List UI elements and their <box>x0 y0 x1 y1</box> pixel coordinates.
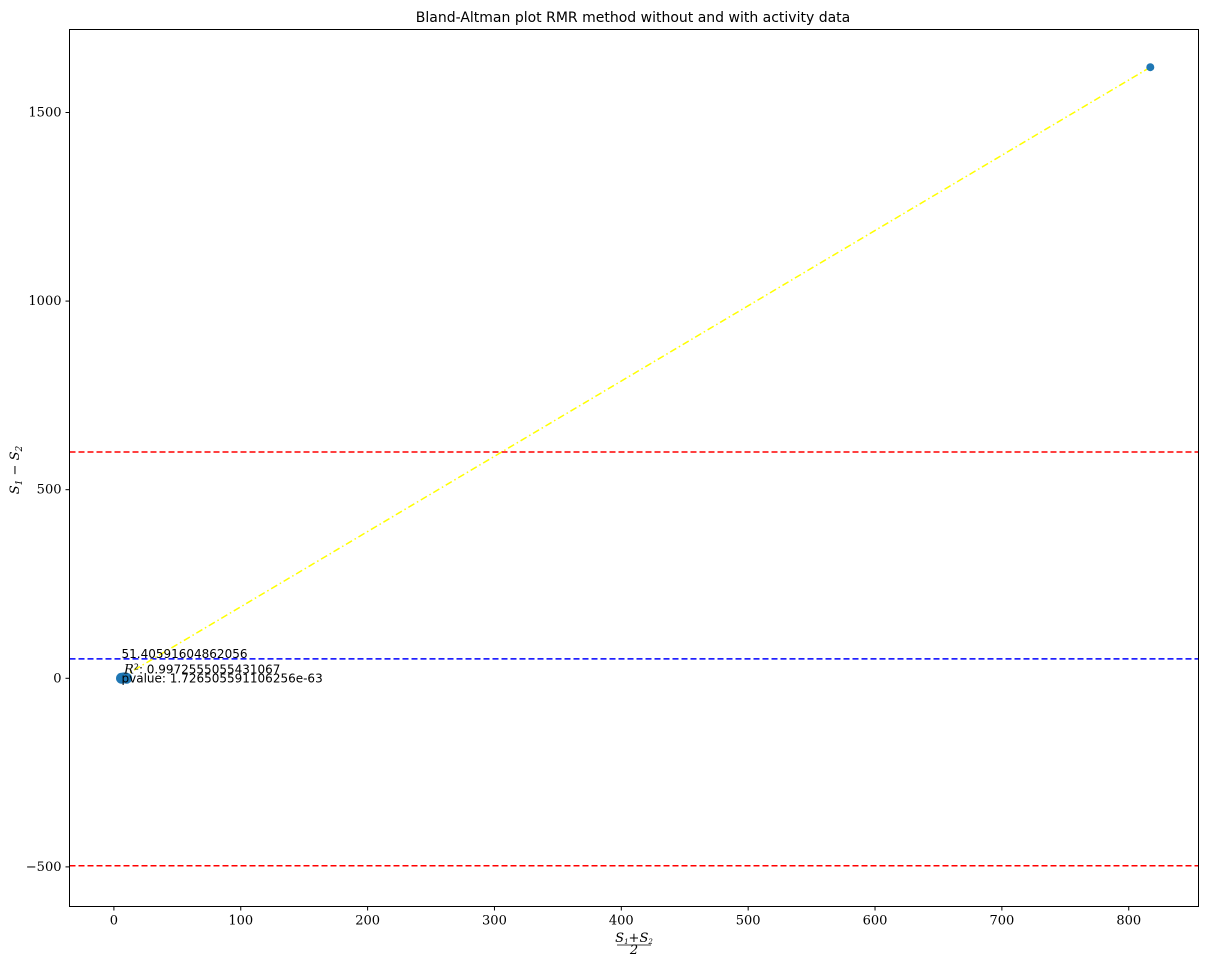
y-tick-label: 0 <box>53 671 61 686</box>
pvalue-annotation: pvalue: 1.726505591106256e-63 <box>122 671 323 685</box>
x-tick-label: 200 <box>355 914 380 929</box>
data-point-3 <box>1146 63 1155 72</box>
data-points <box>116 63 1155 684</box>
reference-lines <box>69 66 1199 867</box>
chart-title: Bland-Altman plot RMR method without and… <box>416 10 850 26</box>
y-axis-label: S1 − S2 <box>8 446 25 495</box>
x-tick-label: 500 <box>736 914 761 929</box>
svg-text:2: 2 <box>629 943 638 958</box>
x-axis-ticks: 0 100 200 300 400 500 600 700 800 <box>110 906 1141 929</box>
x-tick-label: 0 <box>110 914 118 929</box>
x-axis-label: S1+S2 2 <box>615 931 653 958</box>
y-axis-ticks: −500 0 500 1000 1500 <box>26 105 70 875</box>
plot-frame <box>69 29 1199 907</box>
y-tick-label: −500 <box>26 860 62 875</box>
x-tick-label: 300 <box>482 914 507 929</box>
x-tick-label: 100 <box>228 914 253 929</box>
x-tick-label: 700 <box>989 914 1014 929</box>
r2-label: R <box>123 662 134 677</box>
x-tick-label: 600 <box>863 914 888 929</box>
r2-sep: : <box>139 662 147 676</box>
y-tick-label: 500 <box>37 483 62 498</box>
y-tick-label: 1000 <box>28 294 61 309</box>
regression-line <box>121 66 1151 679</box>
r2-exponent: 2 <box>134 662 139 671</box>
x-tick-label: 400 <box>609 914 634 929</box>
x-tick-label: 800 <box>1116 914 1141 929</box>
svg-text:S1 − S2: S1 − S2 <box>8 446 25 495</box>
mean-annotation: 51.40591604862056 <box>122 647 248 661</box>
r2-annotation: R2: 0.9972555055431067 <box>123 662 280 678</box>
y-tick-label: 1500 <box>28 105 61 120</box>
data-point-2 <box>121 672 133 684</box>
r2-value: 0.9972555055431067 <box>147 662 281 676</box>
